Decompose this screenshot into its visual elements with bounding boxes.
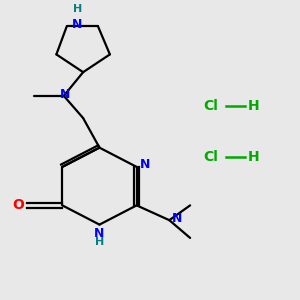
Text: H: H — [73, 4, 82, 14]
Text: H: H — [95, 237, 104, 247]
Text: N: N — [72, 18, 83, 31]
Text: N: N — [140, 158, 150, 171]
Text: Cl: Cl — [203, 149, 218, 164]
Text: Cl: Cl — [203, 99, 218, 113]
Text: N: N — [60, 88, 70, 101]
Text: O: O — [12, 198, 24, 212]
Text: N: N — [94, 227, 105, 240]
Text: H: H — [248, 149, 260, 164]
Text: N: N — [172, 212, 183, 225]
Text: H: H — [248, 99, 260, 113]
